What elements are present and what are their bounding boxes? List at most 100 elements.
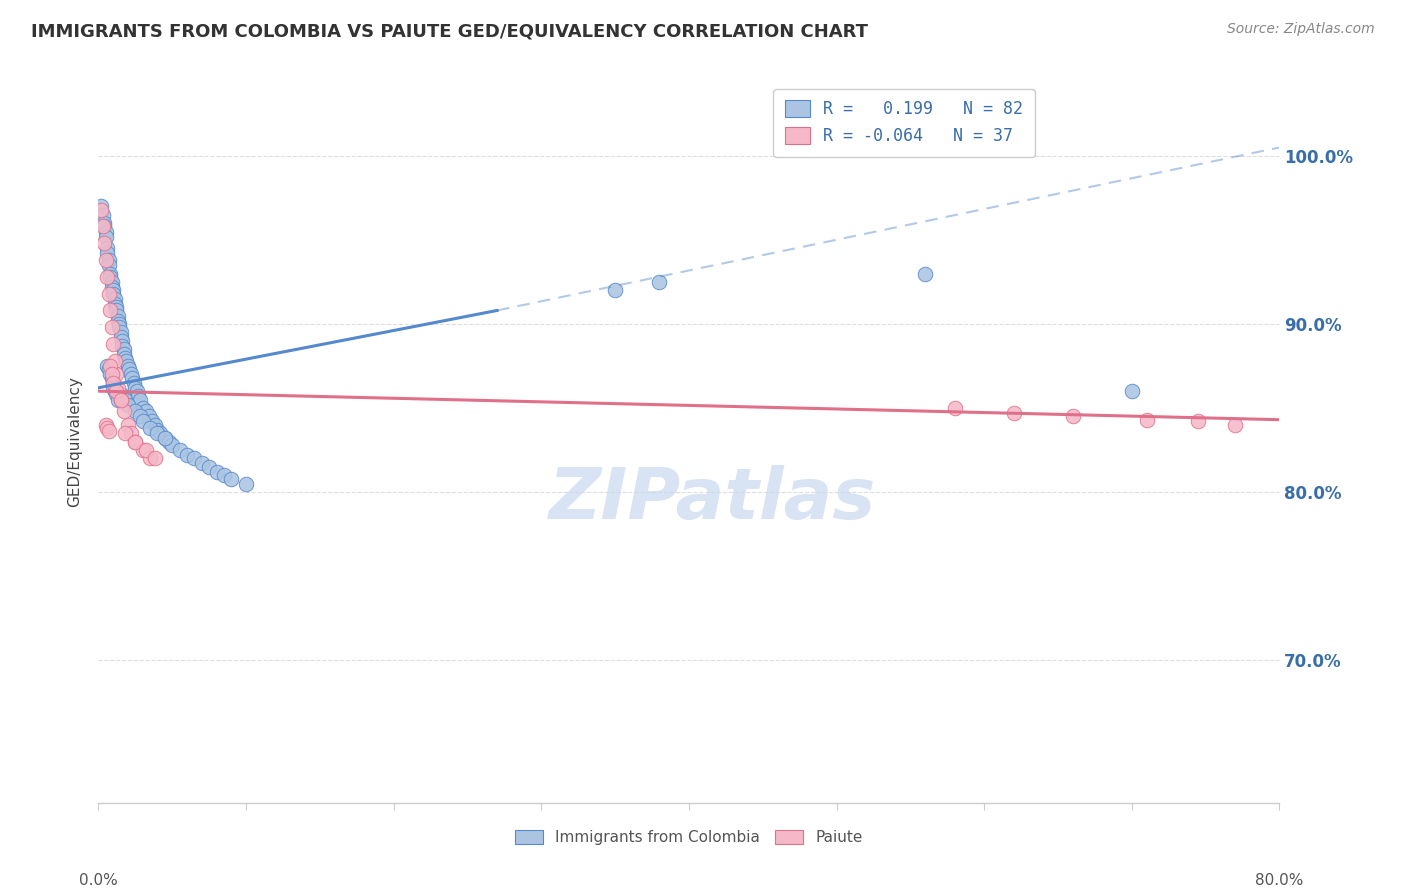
Point	[96, 269, 118, 284]
Point	[90, 199, 112, 213]
Point	[97, 286, 120, 301]
Point	[100, 368, 122, 382]
Point	[115, 354, 138, 368]
Point	[107, 381, 129, 395]
Point	[110, 330, 132, 344]
Point	[198, 459, 221, 474]
Point	[135, 442, 157, 457]
Point	[112, 404, 135, 418]
Point	[124, 434, 146, 449]
Point	[112, 347, 135, 361]
Point	[1062, 409, 1084, 424]
Point	[94, 225, 117, 239]
Point	[96, 359, 118, 373]
Point	[103, 286, 125, 301]
Point	[105, 368, 128, 382]
Point	[105, 384, 128, 398]
Point	[97, 253, 120, 268]
Point	[114, 351, 136, 365]
Text: IMMIGRANTS FROM COLOMBIA VS PAIUTE GED/EQUIVALENCY CORRELATION CHART: IMMIGRANTS FROM COLOMBIA VS PAIUTE GED/E…	[31, 22, 868, 40]
Point	[93, 216, 115, 230]
Point	[121, 370, 143, 384]
Text: 0.0%: 0.0%	[79, 873, 118, 888]
Point	[98, 368, 121, 382]
Point	[146, 426, 169, 441]
Point	[127, 389, 149, 403]
Point	[139, 451, 162, 466]
Point	[110, 387, 132, 401]
Point	[143, 451, 166, 466]
Point	[176, 448, 198, 462]
Point	[122, 376, 145, 390]
Point	[132, 442, 155, 457]
Point	[98, 303, 121, 318]
Point	[132, 414, 155, 428]
Point	[103, 376, 125, 390]
Point	[96, 421, 118, 435]
Point	[114, 426, 136, 441]
Point	[110, 392, 132, 407]
Point	[191, 456, 214, 470]
Point	[90, 202, 112, 217]
Point	[117, 398, 139, 412]
Point	[139, 421, 162, 435]
Point	[107, 313, 129, 327]
Point	[124, 381, 146, 395]
Point	[98, 267, 121, 281]
Point	[124, 434, 146, 449]
Point	[94, 253, 117, 268]
Point	[110, 392, 132, 407]
Point	[120, 426, 142, 441]
Point	[1136, 413, 1159, 427]
Point	[169, 442, 191, 457]
Point	[221, 471, 243, 485]
Point	[107, 309, 129, 323]
Point	[100, 280, 122, 294]
Point	[98, 269, 121, 284]
Point	[93, 236, 115, 251]
Point	[162, 438, 183, 452]
Point	[105, 300, 128, 314]
Point	[124, 404, 146, 418]
Point	[914, 267, 936, 281]
Point	[1225, 417, 1247, 432]
Point	[108, 320, 131, 334]
Point	[605, 283, 627, 297]
Point	[1002, 406, 1025, 420]
Point	[93, 219, 115, 234]
Point	[97, 258, 120, 272]
Point	[141, 414, 163, 428]
Legend: Immigrants from Colombia, Paiute: Immigrants from Colombia, Paiute	[508, 822, 870, 853]
Point	[1187, 414, 1209, 428]
Point	[128, 409, 150, 424]
Point	[183, 451, 205, 466]
Point	[107, 392, 129, 407]
Point	[205, 465, 228, 479]
Point	[143, 417, 166, 432]
Point	[114, 392, 136, 407]
Point	[117, 359, 139, 373]
Point	[100, 370, 122, 384]
Point	[153, 431, 176, 445]
Y-axis label: GED/Equivalency: GED/Equivalency	[67, 376, 83, 507]
Point	[104, 354, 127, 368]
Point	[96, 246, 118, 260]
Point	[111, 334, 134, 348]
Point	[104, 297, 127, 311]
Point	[110, 326, 132, 340]
Point	[108, 317, 131, 331]
Point	[103, 381, 125, 395]
Point	[105, 387, 128, 401]
Point	[157, 434, 180, 449]
Point	[235, 476, 257, 491]
Point	[118, 362, 141, 376]
Point	[153, 431, 176, 445]
Point	[91, 208, 114, 222]
Point	[125, 384, 148, 398]
Text: Source: ZipAtlas.com: Source: ZipAtlas.com	[1227, 22, 1375, 37]
Point	[648, 275, 671, 289]
Point	[132, 401, 155, 415]
Point	[94, 417, 117, 432]
Point	[103, 337, 125, 351]
Point	[96, 241, 118, 255]
